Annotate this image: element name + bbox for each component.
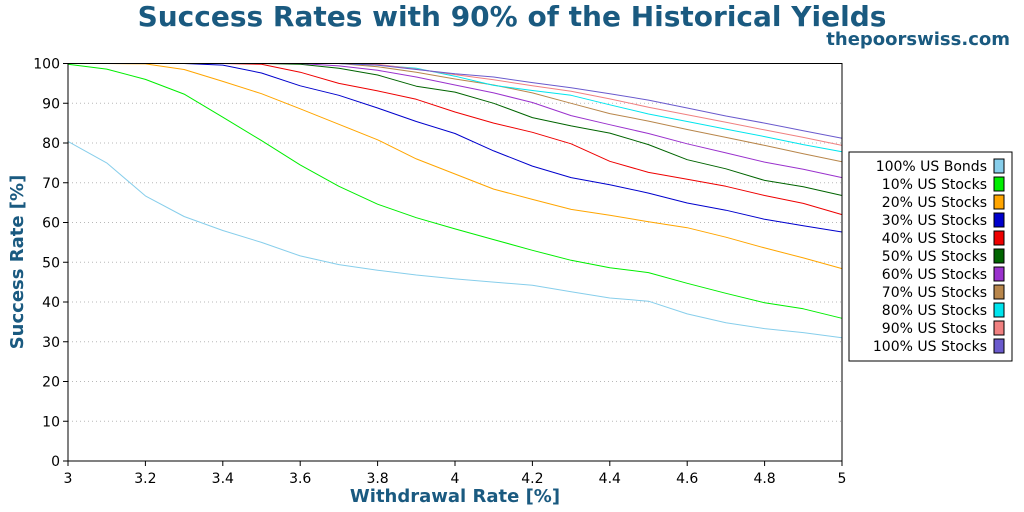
legend-label: 100% US Bonds [876, 159, 987, 175]
y-tick-label: 40 [42, 295, 60, 311]
legend-label: 30% US Stocks [882, 213, 987, 229]
axis-ticks: 0 10 20 30 40 50 60 70 80 90 100 3 3.2 3.4 3.6 3.8 4 4.2 4… [33, 57, 846, 488]
legend-swatch [993, 194, 1005, 210]
legend-swatch [993, 176, 1005, 192]
y-tick-label: 80 [42, 136, 60, 152]
legend-swatch [993, 248, 1005, 264]
x-tick-label: 3.2 [134, 471, 156, 487]
legend-label: 70% US Stocks [882, 285, 987, 301]
x-tick-label: 3.6 [289, 471, 311, 487]
legend-box [848, 151, 1013, 362]
series-line [68, 63, 843, 179]
legend-swatch [993, 338, 1005, 354]
x-tick-label: 3 [64, 471, 73, 487]
legend-label: 90% US Stocks [882, 321, 987, 337]
y-tick-label: 0 [51, 454, 60, 470]
y-tick-label: 10 [42, 414, 60, 430]
y-tick-label: 70 [42, 176, 60, 192]
x-axis-label: Withdrawal Rate [%] [350, 486, 560, 507]
legend: 100% US Bonds 10% US Stocks 20% US Stocks 3… [848, 151, 1013, 362]
y-tick-label: 100 [33, 57, 60, 73]
x-tick-label: 4.6 [676, 471, 698, 487]
grid-lines [68, 102, 842, 422]
legend-swatch [993, 284, 1005, 300]
series-line [68, 63, 843, 153]
series-line [67, 63, 843, 319]
y-tick-label: 50 [42, 255, 60, 271]
legend-swatch [993, 230, 1005, 246]
legend-swatch [993, 320, 1005, 336]
legend-swatch [993, 158, 1005, 174]
x-tick-label: 4.8 [753, 471, 775, 487]
legend-label: 100% US Stocks [873, 339, 987, 355]
series-line [68, 63, 843, 163]
x-tick-label: 5 [838, 471, 847, 487]
legend-label: 80% US Stocks [882, 303, 987, 319]
series-lines [67, 63, 843, 339]
site-name: thepoorswiss.com [826, 29, 1010, 50]
legend-label: 20% US Stocks [882, 195, 987, 211]
x-tick-label: 4.4 [599, 471, 621, 487]
y-axis-label: Success Rate [%] [7, 175, 28, 350]
x-tick-label: 3.4 [212, 471, 234, 487]
y-tick-label: 60 [42, 216, 60, 232]
chart-title: Success Rates with 90% of the Historical… [137, 0, 887, 33]
y-tick-label: 30 [42, 335, 60, 351]
x-tick-label: 4 [451, 471, 460, 487]
y-tick-label: 20 [42, 375, 60, 391]
legend-label: 50% US Stocks [882, 249, 987, 265]
plot-frame [67, 63, 843, 462]
series-line [68, 63, 843, 233]
series-line [68, 63, 843, 216]
x-tick-label: 4.2 [521, 471, 543, 487]
legend-swatch [993, 266, 1005, 282]
legend-label: 60% US Stocks [882, 267, 987, 283]
legend-label: 10% US Stocks [882, 177, 987, 193]
legend-swatch [993, 212, 1005, 228]
legend-label: 40% US Stocks [882, 231, 987, 247]
x-tick-label: 3.8 [366, 471, 388, 487]
series-line [68, 63, 843, 270]
series-line [67, 140, 843, 339]
legend-swatch [993, 302, 1005, 318]
y-tick-label: 90 [42, 96, 60, 112]
